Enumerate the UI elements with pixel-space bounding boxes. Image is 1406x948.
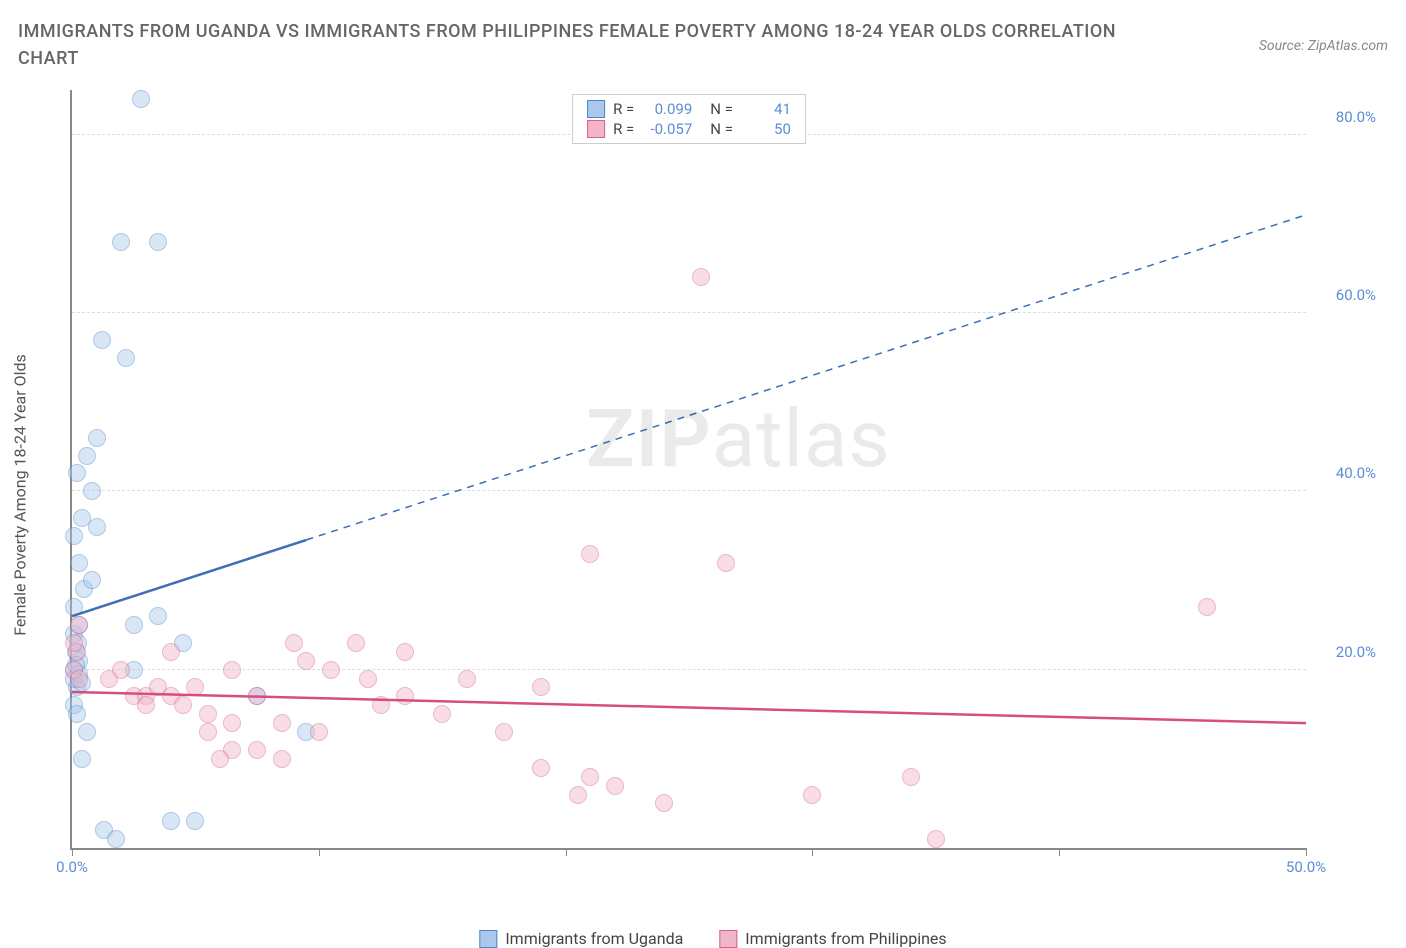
legend-row-uganda: R = 0.099 N = 41: [587, 99, 791, 119]
n-label: N =: [710, 120, 733, 138]
legend-label: Immigrants from Philippines: [745, 929, 946, 948]
x-tick: [566, 848, 567, 856]
legend-label: Immigrants from Uganda: [505, 929, 683, 948]
chart-title: IMMIGRANTS FROM UGANDA VS IMMIGRANTS FRO…: [18, 18, 1118, 72]
bottom-legend-uganda: Immigrants from Uganda: [479, 929, 683, 948]
y-tick-label: 40.0%: [1336, 464, 1376, 482]
swatch-philippines: [719, 930, 737, 948]
r-label: R =: [613, 100, 634, 118]
bottom-legend-philippines: Immigrants from Philippines: [719, 929, 946, 948]
legend-row-philippines: R = -0.057 N = 50: [587, 119, 791, 139]
trend-line-dashed: [306, 215, 1306, 540]
chart-container: Female Poverty Among 18-24 Year Olds R =…: [40, 90, 1386, 900]
trend-lines-layer: [72, 90, 1306, 848]
x-tick: [1059, 848, 1060, 856]
x-tick: [319, 848, 320, 856]
x-tick-label: 0.0%: [56, 858, 88, 876]
bottom-legend: Immigrants from Uganda Immigrants from P…: [479, 929, 946, 948]
n-value: 50: [741, 120, 791, 138]
x-tick: [72, 848, 73, 856]
trend-line-solid: [72, 540, 306, 616]
source-attribution: Source: ZipAtlas.com: [1259, 38, 1388, 54]
x-tick: [1306, 848, 1307, 856]
y-axis-label: Female Poverty Among 18-24 Year Olds: [11, 354, 30, 636]
n-value: 41: [741, 100, 791, 118]
n-label: N =: [710, 100, 733, 118]
header-row: IMMIGRANTS FROM UGANDA VS IMMIGRANTS FRO…: [18, 18, 1388, 72]
x-tick: [812, 848, 813, 856]
swatch-philippines: [587, 120, 605, 138]
y-tick-label: 60.0%: [1336, 286, 1376, 304]
stats-legend: R = 0.099 N = 41 R = -0.057 N = 50: [572, 94, 806, 144]
r-value: 0.099: [642, 100, 692, 118]
trend-line-solid: [72, 692, 1306, 723]
swatch-uganda: [479, 930, 497, 948]
y-tick-label: 80.0%: [1336, 108, 1376, 126]
plot-area: R = 0.099 N = 41 R = -0.057 N = 50 ZIPat…: [70, 90, 1306, 850]
r-label: R =: [613, 120, 634, 138]
swatch-uganda: [587, 100, 605, 118]
x-tick-label: 50.0%: [1286, 858, 1326, 876]
y-tick-label: 20.0%: [1336, 643, 1376, 661]
r-value: -0.057: [642, 120, 692, 138]
